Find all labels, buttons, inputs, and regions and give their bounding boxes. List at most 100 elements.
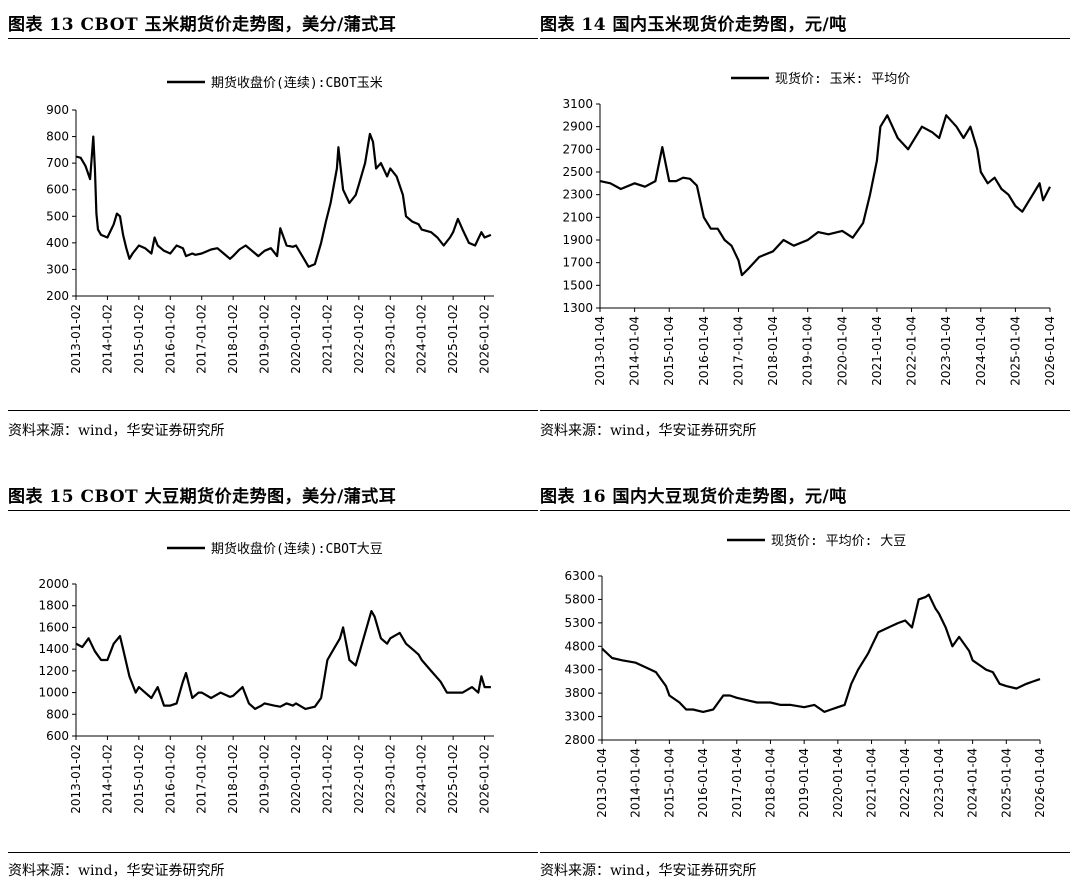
x-tick-label: 2025-01-04 (1008, 316, 1022, 386)
series-line (599, 114, 1051, 277)
legend-label: 现货价: 玉米: 平均价 (775, 71, 910, 87)
x-tick-label: 2024-01-02 (415, 744, 429, 814)
x-tick-label: 2018-01-02 (226, 744, 240, 814)
x-tick-label: 2020-01-02 (289, 304, 303, 374)
source-divider (540, 410, 1070, 411)
source-divider (8, 410, 538, 411)
x-tick-label: 2013-01-04 (595, 748, 609, 818)
x-tick-label: 2018-01-02 (226, 304, 240, 374)
y-tick-label: 900 (46, 103, 69, 117)
x-tick-label: 2017-01-04 (730, 748, 744, 818)
x-tick-label: 2015-01-02 (132, 304, 146, 374)
x-tick-label: 2022-01-02 (352, 744, 366, 814)
y-tick-label: 2000 (38, 577, 69, 591)
x-tick-label: 2019-01-04 (797, 748, 811, 818)
title-divider (540, 38, 1070, 39)
source-divider (8, 852, 538, 853)
x-tick-label: 2018-01-04 (763, 748, 777, 818)
x-tick-label: 2016-01-04 (697, 316, 711, 386)
x-tick-label: 2026-01-04 (1033, 748, 1047, 818)
x-tick-label: 2015-01-04 (662, 316, 676, 386)
y-tick-label: 2300 (562, 188, 593, 202)
series-line (75, 132, 492, 268)
x-tick-label: 2025-01-02 (446, 304, 460, 374)
x-tick-label: 2014-01-04 (628, 316, 642, 386)
y-tick-label: 6300 (564, 569, 595, 583)
x-tick-label: 2017-01-02 (195, 744, 209, 814)
chart-title: 图表 16 国内大豆现货价走势图，元/吨 (540, 487, 847, 507)
x-tick-label: 2013-01-04 (593, 316, 607, 386)
y-tick-label: 200 (46, 289, 69, 303)
y-tick-label: 1300 (562, 301, 593, 315)
y-tick-label: 2900 (562, 120, 593, 134)
legend: 现货价: 玉米: 平均价 (731, 71, 910, 87)
x-tick-label: 2019-01-02 (258, 744, 272, 814)
y-tick-label: 2700 (562, 142, 593, 156)
x-tick-label: 2023-01-04 (932, 748, 946, 818)
y-tick-label: 300 (46, 262, 69, 276)
series-line (601, 593, 1041, 713)
y-tick-label: 1000 (38, 686, 69, 700)
x-tick-label: 2013-01-02 (69, 744, 83, 814)
y-tick-label: 1900 (562, 233, 593, 247)
y-tick-label: 3800 (564, 686, 595, 700)
y-tick-label: 800 (46, 707, 69, 721)
y-tick-label: 4300 (564, 663, 595, 677)
y-tick-label: 5800 (564, 592, 595, 606)
legend-label: 现货价: 平均价: 大豆 (771, 533, 906, 549)
x-tick-label: 2019-01-02 (258, 304, 272, 374)
x-tick-label: 2026-01-04 (1043, 316, 1057, 386)
y-tick-label: 700 (46, 156, 69, 170)
y-tick-label: 1600 (38, 620, 69, 634)
y-tick-label: 600 (46, 729, 69, 743)
source-divider (540, 852, 1070, 853)
x-tick-label: 2024-01-04 (974, 316, 988, 386)
y-tick-label: 3100 (562, 97, 593, 111)
line-chart: 200 300 400 500 600 700 800 900 2013-01-02 2014-0… (46, 75, 494, 374)
y-tick-label: 1400 (38, 642, 69, 656)
x-tick-label: 2019-01-04 (801, 316, 815, 386)
y-tick-label: 2500 (562, 165, 593, 179)
y-tick-label: 500 (46, 209, 69, 223)
y-tick-label: 2800 (564, 733, 595, 747)
x-tick-label: 2022-01-04 (898, 748, 912, 818)
x-tick-label: 2021-01-02 (320, 744, 334, 814)
x-tick-label: 2022-01-02 (352, 304, 366, 374)
legend: 期货收盘价(连续):CBOT大豆 (167, 541, 383, 557)
x-tick-label: 2021-01-02 (320, 304, 334, 374)
x-tick-label: 2023-01-04 (939, 316, 953, 386)
x-tick-label: 2017-01-04 (731, 316, 745, 386)
title-divider (8, 510, 538, 511)
x-tick-label: 2020-01-04 (835, 316, 849, 386)
y-tick-label: 3300 (564, 710, 595, 724)
source-note: 资料来源：wind，华安证券研究所 (8, 863, 225, 879)
x-tick-label: 2021-01-04 (870, 316, 884, 386)
y-tick-label: 5300 (564, 616, 595, 630)
series-line (75, 609, 491, 710)
legend-label: 期货收盘价(连续):CBOT玉米 (211, 75, 383, 91)
x-tick-label: 2015-01-04 (662, 748, 676, 818)
x-tick-label: 2021-01-04 (865, 748, 879, 818)
source-note: 资料来源：wind，华安证券研究所 (540, 863, 757, 879)
x-tick-label: 2017-01-02 (195, 304, 209, 374)
title-divider (8, 38, 538, 39)
x-tick-label: 2016-01-04 (696, 748, 710, 818)
source-note: 资料来源：wind，华安证券研究所 (8, 423, 225, 439)
x-tick-label: 2026-01-02 (478, 304, 492, 374)
title-divider (540, 510, 1070, 511)
x-tick-label: 2024-01-04 (966, 748, 980, 818)
chart-title: 图表 15 CBOT 大豆期货价走势图，美分/蒲式耳 (8, 487, 397, 507)
x-tick-label: 2018-01-04 (766, 316, 780, 386)
x-tick-label: 2022-01-04 (905, 316, 919, 386)
line-chart: 1300 1500 1700 1900 2100 2300 2500 2700 2900 3100… (562, 71, 1057, 386)
x-tick-label: 2026-01-02 (478, 744, 492, 814)
source-note: 资料来源：wind，华安证券研究所 (540, 423, 757, 439)
legend-label: 期货收盘价(连续):CBOT大豆 (211, 541, 383, 557)
x-tick-label: 2016-01-02 (163, 304, 177, 374)
line-chart: 600 800 1000 1200 1400 1600 1800 2000 2013-01-02… (38, 541, 494, 814)
x-tick-label: 2014-01-02 (100, 744, 114, 814)
chart-title: 图表 13 CBOT 玉米期货价走势图，美分/蒲式耳 (8, 15, 397, 35)
legend: 期货收盘价(连续):CBOT玉米 (167, 75, 383, 91)
legend: 现货价: 平均价: 大豆 (727, 533, 906, 549)
y-tick-label: 2100 (562, 210, 593, 224)
